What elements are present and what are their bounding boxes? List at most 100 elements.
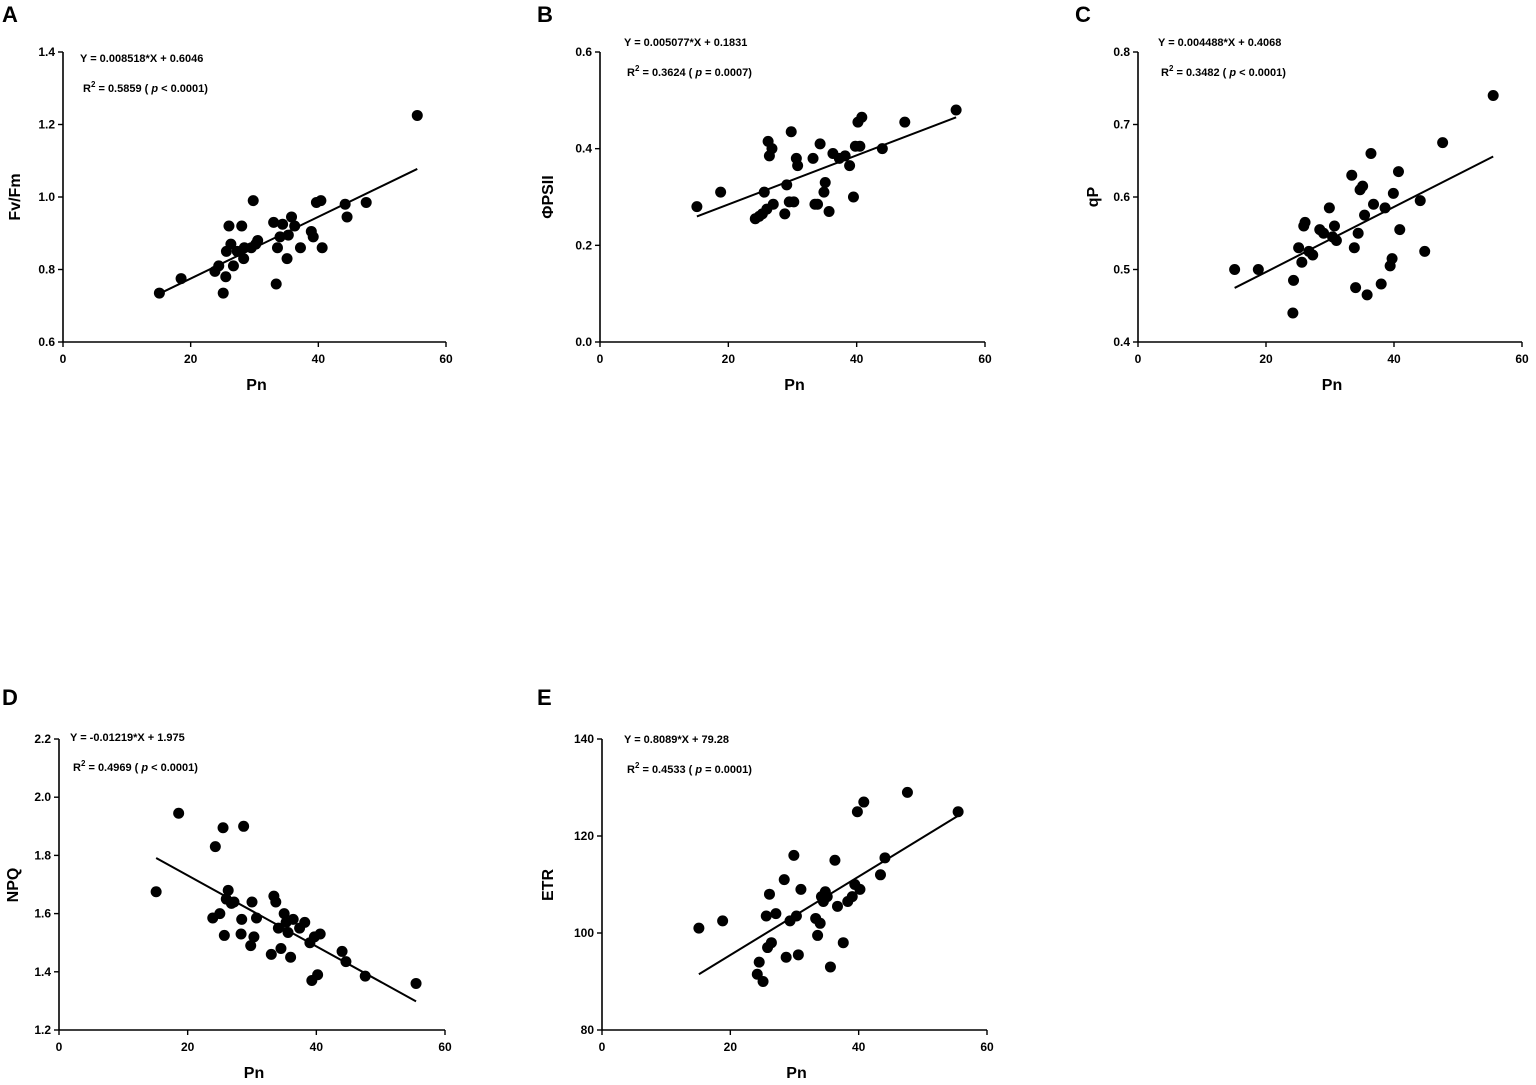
data-point (289, 220, 301, 232)
x-axis-title: Pn (244, 1065, 264, 1082)
data-point (1359, 209, 1371, 221)
data-point (1375, 278, 1387, 290)
data-point (807, 152, 819, 164)
regression-line (696, 116, 957, 218)
data-point (829, 854, 841, 866)
x-tick-label: 20 (184, 352, 198, 366)
data-point (851, 806, 863, 818)
data-point (268, 216, 280, 228)
r-squared-value: = 0.3624 ( (639, 67, 695, 79)
y-tick-label: 0.5 (1113, 263, 1130, 277)
y-tick-label: 2.0 (34, 790, 51, 804)
data-point (693, 922, 705, 934)
x-axis-title: Pn (786, 1065, 806, 1082)
p-value: < 0.0001) (161, 83, 208, 95)
x-tick-label: 20 (724, 1040, 738, 1054)
y-axis-title: ETR (540, 869, 557, 901)
data-point (821, 891, 833, 903)
r-symbol: R (83, 83, 91, 95)
x-tick-label: 0 (597, 352, 604, 366)
x-tick-label: 60 (978, 352, 992, 366)
data-point (336, 945, 348, 957)
data-point (763, 888, 775, 900)
data-point (285, 951, 297, 963)
data-point (818, 186, 830, 198)
data-point (220, 271, 232, 283)
data-point (150, 886, 162, 898)
data-point (812, 198, 824, 210)
r-squared-value: = 0.4969 ( (85, 762, 141, 774)
data-point (245, 940, 257, 952)
y-tick-label: 2.2 (34, 732, 51, 746)
data-point (1287, 307, 1299, 319)
data-point (778, 874, 790, 886)
data-point (1346, 169, 1358, 181)
data-point (767, 198, 779, 210)
data-point (717, 915, 729, 927)
data-point (270, 896, 282, 908)
x-tick-label: 20 (1259, 352, 1273, 366)
data-point (228, 896, 240, 908)
x-tick-label: 0 (60, 352, 67, 366)
data-point (209, 841, 221, 853)
data-point (760, 910, 772, 922)
r-symbol: R (1161, 67, 1169, 79)
x-tick-label: 60 (439, 352, 453, 366)
data-point (1437, 137, 1449, 149)
data-point (952, 806, 964, 818)
regression-line (1234, 155, 1494, 289)
y-tick-label: 0.0 (575, 335, 592, 349)
data-point (1419, 245, 1431, 257)
panel-b: B 0.0 0.2 0.4 0.6 0 20 40 60 Pn ΦPSII Y = 0.005077*… (537, 2, 992, 394)
data-point (236, 913, 248, 925)
data-point (271, 242, 283, 254)
data-point (950, 104, 962, 116)
y-tick-label: 0.4 (1113, 335, 1130, 349)
x-axis-title: Pn (784, 377, 804, 394)
regression-equation: Y = -0.01219*X + 1.975 (70, 732, 185, 744)
data-point (785, 126, 797, 138)
x-tick-label: 60 (980, 1040, 994, 1054)
data-point (1365, 148, 1377, 159)
x-axis-title: Pn (246, 377, 266, 394)
data-point (792, 949, 804, 961)
x-tick-label: 40 (1387, 352, 1401, 366)
data-point (837, 937, 849, 949)
data-point (286, 211, 298, 223)
r-superscript: 2 (1169, 64, 1174, 73)
data-point (278, 908, 290, 920)
data-point (814, 138, 826, 150)
data-point (790, 910, 802, 922)
panel-c: C 0.4 0.5 0.6 0.7 0.8 0 20 40 60 Pn qP Y = 0.004488*… (1075, 2, 1529, 394)
data-point (214, 908, 226, 920)
data-point (246, 896, 258, 908)
data-point (879, 852, 891, 864)
r-squared-label: R2 = 0.3624 ( p = 0.0007) (627, 64, 752, 79)
r-symbol: R (73, 762, 81, 774)
data-point (1323, 202, 1335, 214)
y-tick-label: 1.2 (34, 1023, 51, 1037)
y-tick-label: 80 (581, 1023, 595, 1037)
panel-letter-e: E (537, 685, 552, 710)
data-point (1330, 235, 1342, 246)
data-point (788, 849, 800, 861)
y-axis-title: qP (1085, 186, 1102, 207)
panel-letter-b: B (537, 2, 553, 27)
data-point (876, 143, 888, 155)
data-point (1387, 187, 1399, 199)
data-point (819, 177, 831, 188)
data-point (854, 883, 866, 895)
p-symbol: p (1228, 67, 1239, 79)
r-superscript: 2 (635, 64, 640, 73)
panel-letter-c: C (1075, 2, 1091, 27)
data-point (1361, 289, 1373, 301)
r-squared-label: R2 = 0.3482 ( p < 0.0001) (1161, 64, 1286, 79)
data-point (282, 229, 294, 241)
p-symbol: p (150, 83, 161, 95)
data-point (339, 198, 351, 210)
p-value: = 0.0007) (705, 67, 752, 79)
x-tick-label: 60 (1515, 352, 1529, 366)
y-tick-label: 1.8 (34, 848, 51, 862)
x-tick-label: 0 (599, 1040, 606, 1054)
